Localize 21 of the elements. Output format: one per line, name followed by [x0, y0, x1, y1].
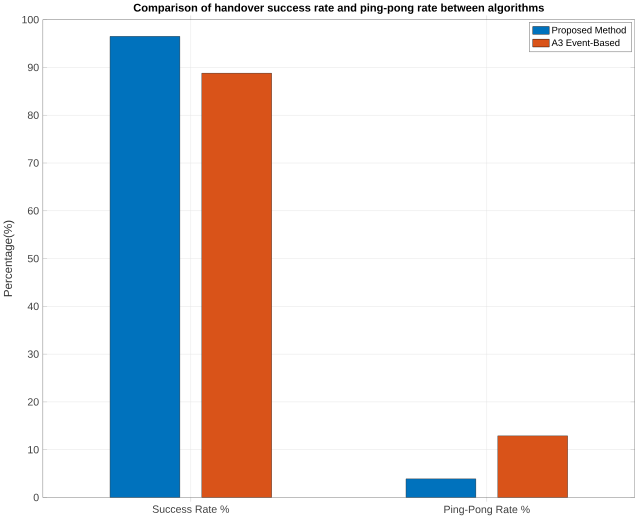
chart-title: Comparison of handover success rate and ping-pong rate between algorithms [134, 4, 544, 14]
bar [406, 478, 476, 498]
legend-label: A3 Event-Based [552, 39, 620, 46]
y-tick-label: 30 [28, 350, 39, 358]
bar [498, 436, 568, 498]
x-tick-label: Ping-Pong Rate % [444, 506, 530, 516]
y-tick-label: 60 [28, 207, 39, 215]
y-axis-title: Percentage(%) [4, 220, 14, 296]
y-tick-label: 80 [28, 112, 39, 120]
bar [202, 73, 272, 498]
legend-label: Proposed Method [552, 26, 626, 36]
x-tick-label: Success Rate % [152, 506, 230, 513]
y-tick-label: 90 [28, 64, 39, 72]
y-tick-label: 20 [28, 398, 39, 406]
y-tick-label: 40 [28, 302, 39, 310]
y-tick-label: 10 [28, 446, 39, 454]
y-tick-label: 100 [22, 16, 39, 24]
y-tick-label: 0 [34, 494, 39, 502]
y-tick-label: 50 [28, 254, 39, 262]
y-tick-label: 70 [28, 159, 39, 167]
bar [110, 36, 180, 498]
